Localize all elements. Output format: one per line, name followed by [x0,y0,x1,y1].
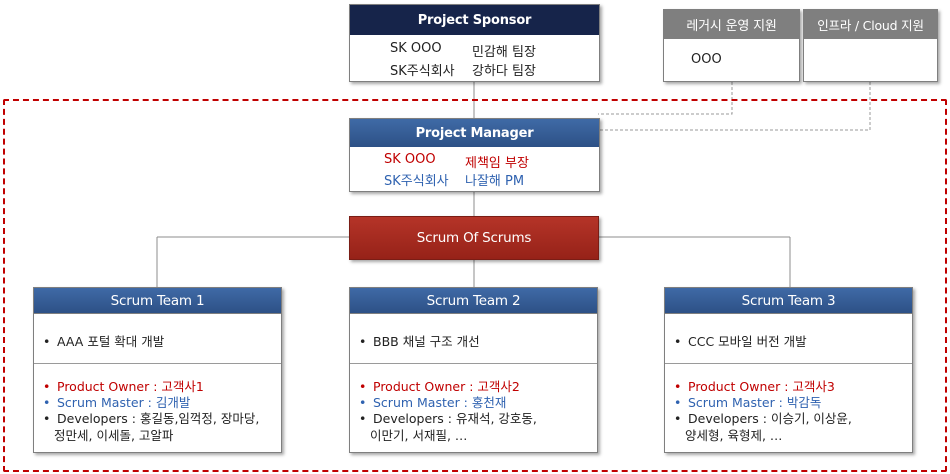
manager-org-2: SK주식회사 [384,174,449,189]
sponsor-person-1: 민감해 팀장 [472,45,536,60]
scrum-team-3-separator [665,363,912,364]
sponsor-org-2: SK주식회사 [390,64,455,79]
scrum-team-2-separator [350,363,597,364]
team-3-developers-cont: 양세형, 육형제, … [685,428,783,443]
scrum-team-1-divider [34,313,281,314]
connector-legacy-dashed [598,82,733,115]
legacy-support-body: OOO [691,52,722,67]
manager-person-1: 제책임 부장 [465,156,529,171]
scrum-team-2-box: Scrum Team 2 • BBB 채널 구조 개선 • Product Owne… [349,287,598,453]
team-1-developers: • Developers : 홍길동,임꺽정, 장마당, [43,411,260,426]
project-scope-frame [3,99,947,472]
legacy-support-box: 레거시 운영 지원 OOO [663,9,800,82]
scrum-team-2-divider [350,313,597,314]
team-2-scrum-master: • Scrum Master : 홍천재 [359,395,507,410]
scrum-of-scrums-box: Scrum Of Scrums [349,216,599,260]
team-3-scrum-master: • Scrum Master : 박감독 [674,395,822,410]
scrum-team-3-box: Scrum Team 3 • CCC 모바일 버전 개발 • Product Own… [664,287,913,453]
team-2-goal: • BBB 채널 구조 개선 [359,334,480,349]
project-sponsor-box: Project Sponsor SK OOO 민감해 팀장 SK주식회사 강하다… [349,4,600,82]
project-manager-title: Project Manager [350,119,599,147]
scrum-team-1-title: Scrum Team 1 [34,288,281,313]
legacy-support-title: 레거시 운영 지원 [664,10,799,39]
scrum-team-3-divider [665,313,912,314]
team-3-developers: • Developers : 이승기, 이상윤, [674,411,852,426]
team-1-scrum-master: • Scrum Master : 김개발 [43,395,191,410]
team-2-developers: • Developers : 유재석, 강호동, [359,411,537,426]
team-1-developers-cont: 정만세, 이세돌, 고알파 [54,428,174,443]
scrum-team-1-box: Scrum Team 1 • AAA 포털 확대 개발 • Product Owne… [33,287,282,453]
infra-support-title: 인프라 / Cloud 지원 [804,10,937,39]
team-3-product-owner: • Product Owner : 고객사3 [674,379,835,394]
scrum-team-3-title: Scrum Team 3 [665,288,912,313]
manager-person-2: 나잘해 PM [465,174,525,189]
sponsor-org-1: SK OOO [390,41,442,56]
team-2-developers-cont: 이만기, 서재필, … [370,428,468,443]
manager-org-1: SK OOO [384,152,436,167]
connector-infra-dashed [598,82,871,131]
team-1-product-owner: • Product Owner : 고객사1 [43,379,204,394]
team-2-product-owner: • Product Owner : 고객사2 [359,379,520,394]
infra-support-box: 인프라 / Cloud 지원 [803,9,938,82]
team-1-goal: • AAA 포털 확대 개발 [43,334,165,349]
sponsor-person-2: 강하다 팀장 [472,64,536,79]
project-sponsor-title: Project Sponsor [350,5,599,35]
scrum-team-1-separator [34,363,281,364]
project-manager-box: Project Manager SK OOO 제책임 부장 SK주식회사 나잘해… [349,118,600,192]
scrum-team-2-title: Scrum Team 2 [350,288,597,313]
team-3-goal: • CCC 모바일 버전 개발 [674,334,807,349]
